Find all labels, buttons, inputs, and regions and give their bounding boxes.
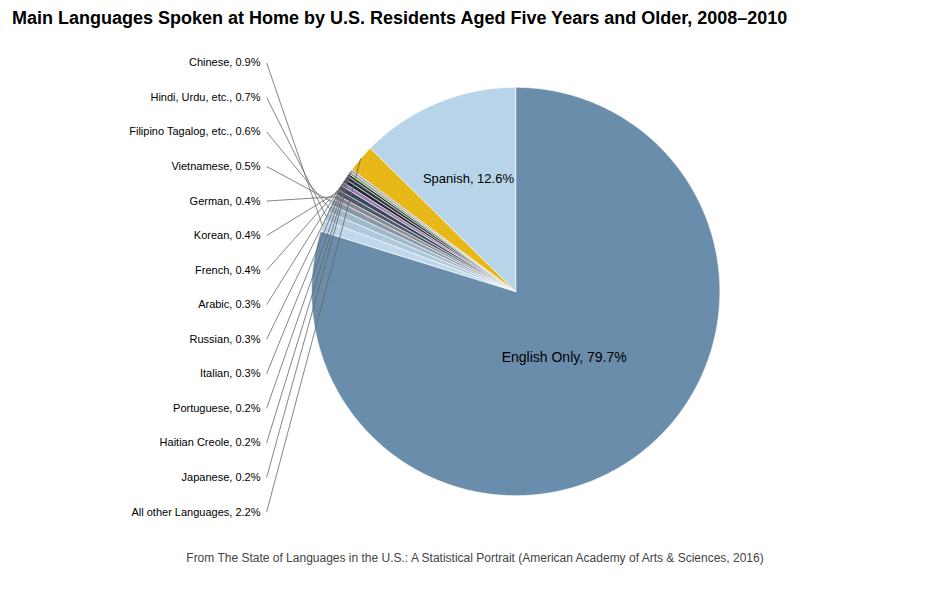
svg-text:Haitian Creole, 0.2%: Haitian Creole, 0.2% <box>160 436 261 448</box>
svg-text:Portuguese, 0.2%: Portuguese, 0.2% <box>173 402 261 414</box>
svg-text:English Only, 79.7%: English Only, 79.7% <box>502 349 627 365</box>
svg-text:Hindi, Urdu, etc., 0.7%: Hindi, Urdu, etc., 0.7% <box>150 91 260 103</box>
svg-text:Italian, 0.3%: Italian, 0.3% <box>200 367 261 379</box>
html-text:From The State of Languages in: From The State of Languages in the U.S.:… <box>186 551 764 565</box>
svg-text:Chinese, 0.9%: Chinese, 0.9% <box>189 56 261 68</box>
html-text:Main Languages Spoken at Home: Main Languages Spoken at Home by U.S. Re… <box>12 8 788 28</box>
svg-text:Japanese, 0.2%: Japanese, 0.2% <box>182 471 261 483</box>
svg-text:All other Languages, 2.2%: All other Languages, 2.2% <box>131 506 260 518</box>
svg-text:German, 0.4%: German, 0.4% <box>190 195 261 207</box>
svg-text:Filipino Tagalog, etc., 0.6%: Filipino Tagalog, etc., 0.6% <box>129 125 260 137</box>
svg-text:Korean, 0.4%: Korean, 0.4% <box>194 229 261 241</box>
svg-text:Vietnamese, 0.5%: Vietnamese, 0.5% <box>171 160 260 172</box>
svg-text:Arabic, 0.3%: Arabic, 0.3% <box>198 298 261 310</box>
svg-text:Russian, 0.3%: Russian, 0.3% <box>190 333 261 345</box>
svg-text:Spanish, 12.6%: Spanish, 12.6% <box>423 171 515 186</box>
svg-text:French, 0.4%: French, 0.4% <box>195 264 261 276</box>
